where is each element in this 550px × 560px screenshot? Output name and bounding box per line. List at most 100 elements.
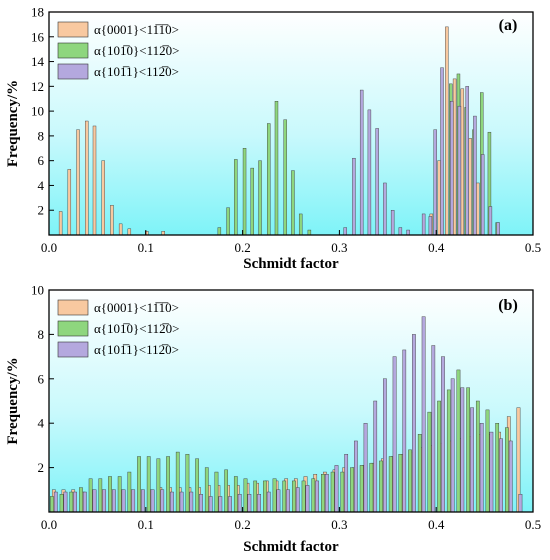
bar-series-3-2 xyxy=(352,157,356,236)
bar-series-3-29 xyxy=(324,474,329,513)
bar-series-2-18 xyxy=(214,471,219,513)
x-tick-label-1: 0.0 xyxy=(41,517,57,532)
bar-series-3-19 xyxy=(228,496,232,513)
bar-series-2-3 xyxy=(234,159,238,236)
bar-series-3-14 xyxy=(179,491,184,513)
bar-series-1-16 xyxy=(460,88,465,236)
bar-series-2-13 xyxy=(166,456,170,513)
bar-series-2-30 xyxy=(330,471,335,513)
bar-series-1-4 xyxy=(85,120,89,236)
bar-series-2-5 xyxy=(88,478,93,513)
legend-label-2: α{101̅0}<112̅0> xyxy=(94,321,179,336)
bar-series-3-19 xyxy=(488,206,493,236)
y-tick-label-2: 4 xyxy=(38,178,45,193)
bar-series-3-5 xyxy=(92,489,97,513)
bar-series-3-13 xyxy=(170,491,174,513)
bar-series-2-7 xyxy=(108,476,112,513)
legend-label-3: α{101̅1}<112̅0> xyxy=(94,64,179,79)
bar-series-2-39 xyxy=(417,434,422,513)
bar-series-1-15 xyxy=(452,78,457,236)
bar-series-3-16 xyxy=(199,494,203,513)
bar-series-2-3 xyxy=(69,491,74,513)
bar-series-3-17 xyxy=(473,115,477,236)
bar-series-2-1 xyxy=(50,496,54,513)
panel-a-chart: 0.0 0.1 0.2 0.3 0.4 0.5 2 4 6 8 10 12 14 16 18 Schmidt … xyxy=(5,5,541,273)
y-tick-label-6: 12 xyxy=(31,79,44,94)
bar-series-2-19 xyxy=(224,469,228,513)
bar-series-3-28 xyxy=(315,480,319,513)
bar-series-3-22 xyxy=(257,494,261,513)
bar-series-2-6 xyxy=(258,160,262,236)
legend-swatch-3 xyxy=(57,341,89,358)
legend-swatch-2 xyxy=(57,320,89,337)
bar-series-2-33 xyxy=(359,465,364,513)
panel-b-chart: 0.0 0.1 0.2 0.3 0.4 0.5 2 4 6 8 10 Schmidt factor Fr… xyxy=(5,283,541,556)
bar-series-3-41 xyxy=(441,356,445,513)
bar-series-2-27 xyxy=(301,480,306,513)
bar-series-3-44 xyxy=(470,407,474,513)
bar-series-3-4 xyxy=(367,109,372,236)
x-tick-label-5: 0.4 xyxy=(428,517,445,532)
bar-series-3-17 xyxy=(208,496,213,513)
y-tick-label-2: 4 xyxy=(38,416,45,431)
bar-series-3-20 xyxy=(496,222,500,236)
x-tick-label-4: 0.3 xyxy=(331,240,347,255)
bar-series-3-32 xyxy=(354,440,358,513)
x-tick-label-3: 0.2 xyxy=(234,517,250,532)
panel-label: (b) xyxy=(498,297,518,314)
bar-series-3-40 xyxy=(431,345,436,513)
bar-series-3-7 xyxy=(112,489,116,513)
y-axis-label: Frequency/% xyxy=(5,357,21,444)
bar-series-2-43 xyxy=(456,369,461,513)
x-axis-label: Schmidt factor xyxy=(243,539,339,555)
bar-series-3-10 xyxy=(421,213,426,236)
y-tick-label-1: 2 xyxy=(38,203,45,218)
bar-series-2-37 xyxy=(398,454,403,513)
legend: α{0001}<11̅1̅0> α{101̅0}<112̅0> α{101̅1}<1… xyxy=(57,21,179,80)
bar-series-3-5 xyxy=(375,128,379,236)
legend-swatch-2 xyxy=(57,42,89,59)
legend: α{0001}<11̅1̅0> α{101̅0}<112̅0> α{101̅1}<1… xyxy=(57,299,179,358)
bar-series-3-20 xyxy=(237,494,242,513)
bar-series-3-23 xyxy=(266,491,271,513)
bar-series-2-42 xyxy=(446,389,451,513)
bar-series-2-31 xyxy=(340,471,345,513)
bar-series-1-17 xyxy=(468,138,472,236)
bar-series-2-35 xyxy=(379,460,383,513)
y-axis-label: Frequency/% xyxy=(5,80,21,167)
bar-series-3-6 xyxy=(383,182,387,236)
bar-series-2-7 xyxy=(267,123,271,236)
bar-series-2-32 xyxy=(350,467,354,513)
legend-swatch-3 xyxy=(57,63,89,80)
bar-series-2-44 xyxy=(466,387,470,513)
bar-series-3-38 xyxy=(412,334,416,513)
bar-series-3-48 xyxy=(508,440,513,513)
bar-series-3-34 xyxy=(373,400,378,513)
bar-series-2-26 xyxy=(292,480,296,513)
bar-series-3-6 xyxy=(102,489,107,513)
bar-series-2-2 xyxy=(226,207,230,236)
x-tick-label-4: 0.3 xyxy=(331,517,347,532)
bar-series-3-9 xyxy=(406,229,410,236)
bar-series-3-18 xyxy=(218,496,223,513)
bar-series-2-10 xyxy=(137,456,141,513)
bar-series-1-2 xyxy=(67,169,72,236)
bar-series-3-42 xyxy=(450,378,455,513)
bar-series-3-21 xyxy=(247,494,252,513)
bar-series-2-8 xyxy=(274,100,279,236)
y-tick-label-9: 18 xyxy=(31,5,44,20)
bar-series-3-15 xyxy=(189,491,194,513)
bar-series-2-8 xyxy=(117,476,122,513)
bar-series-3-36 xyxy=(392,356,397,513)
bar-series-3-11 xyxy=(150,489,155,513)
bar-series-2-15 xyxy=(185,454,190,513)
bar-series-3-26 xyxy=(295,487,300,513)
bar-series-2-22 xyxy=(253,480,258,513)
bar-series-3-1 xyxy=(343,227,347,236)
bar-series-2-28 xyxy=(311,478,316,513)
bar-series-2-40 xyxy=(427,411,432,513)
bar-series-3-2 xyxy=(63,491,68,513)
bar-series-2-38 xyxy=(408,449,412,513)
bar-series-2-48 xyxy=(505,427,509,513)
bar-series-2-21 xyxy=(243,478,248,513)
